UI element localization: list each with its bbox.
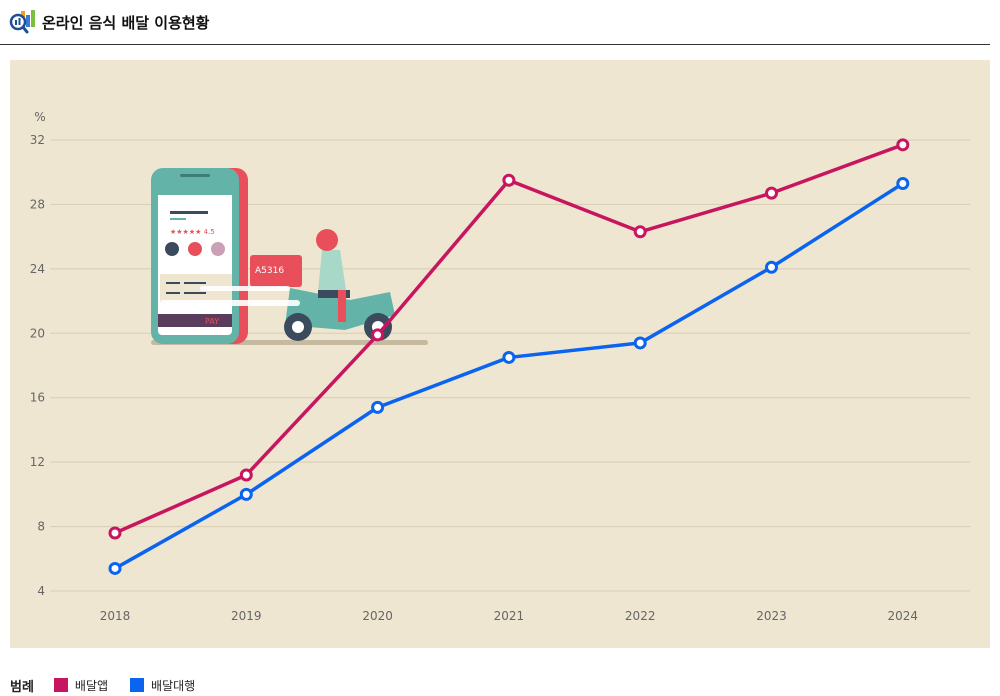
- data-point[interactable]: [371, 400, 385, 414]
- data-point[interactable]: [108, 561, 122, 575]
- legend-label: 배달앱: [74, 678, 109, 693]
- legend-item-app: 배달앱: [53, 677, 109, 694]
- data-point[interactable]: [108, 526, 122, 540]
- x-tick-label: 2018: [100, 609, 131, 623]
- chart-magnifier-icon: [9, 10, 35, 34]
- rating-text: ★★★★★ 4.5: [170, 228, 215, 236]
- data-point[interactable]: [633, 225, 647, 239]
- x-tick-label: 2024: [888, 609, 919, 623]
- y-tick-label: 24: [30, 262, 45, 276]
- y-tick-label: 32: [30, 133, 45, 147]
- legend-swatch: [53, 678, 68, 692]
- pay-button-text: PAY: [205, 317, 219, 326]
- x-tick-label: 2021: [494, 609, 525, 623]
- series-delivery-agency: [108, 176, 910, 575]
- data-point[interactable]: [896, 138, 910, 152]
- y-tick-label: 28: [30, 197, 45, 211]
- y-tick-label: 4: [37, 584, 45, 598]
- series-lines: [108, 138, 910, 575]
- y-tick-label: 16: [30, 391, 45, 405]
- plate-text: A5316: [255, 266, 284, 276]
- legend-label: 배달대행: [151, 678, 196, 693]
- legend-item-agency: 배달대행: [130, 677, 195, 694]
- x-tick-label: 2022: [625, 609, 656, 623]
- data-point[interactable]: [765, 260, 778, 274]
- grid-lines: [50, 139, 970, 592]
- chart-panel: [10, 60, 990, 648]
- y-axis-unit: %: [34, 110, 45, 124]
- data-point[interactable]: [371, 328, 385, 342]
- x-axis-ticks: 2018 2019 2020 2021 2022 2023 2024: [100, 609, 918, 623]
- legend-swatch: [130, 678, 145, 692]
- data-point[interactable]: [502, 350, 516, 364]
- y-tick-label: 8: [37, 520, 45, 534]
- data-point[interactable]: [633, 336, 647, 350]
- x-tick-label: 2023: [756, 609, 787, 623]
- legend: 범례 배달앱 배달대행: [10, 676, 217, 695]
- data-point[interactable]: [239, 468, 253, 482]
- y-tick-label: 12: [30, 455, 45, 469]
- x-tick-label: 2019: [231, 609, 262, 623]
- page-title: 온라인 음식 배달 이용현황: [42, 14, 210, 32]
- series-delivery-app: [108, 138, 910, 540]
- y-axis-ticks: 4 8 12 16 20 24 28 32: [30, 133, 45, 598]
- x-tick-label: 2020: [362, 609, 393, 623]
- data-point[interactable]: [502, 173, 516, 187]
- y-tick-label: 20: [30, 326, 45, 340]
- data-point[interactable]: [765, 186, 778, 200]
- delivery-scooter-phone-illustration: ★★★★★ 4.5 PAY A5316: [151, 168, 428, 345]
- page-header: 온라인 음식 배달 이용현황: [0, 0, 990, 45]
- legend-title: 범례: [10, 679, 34, 695]
- data-point[interactable]: [896, 176, 910, 190]
- data-point[interactable]: [239, 487, 253, 501]
